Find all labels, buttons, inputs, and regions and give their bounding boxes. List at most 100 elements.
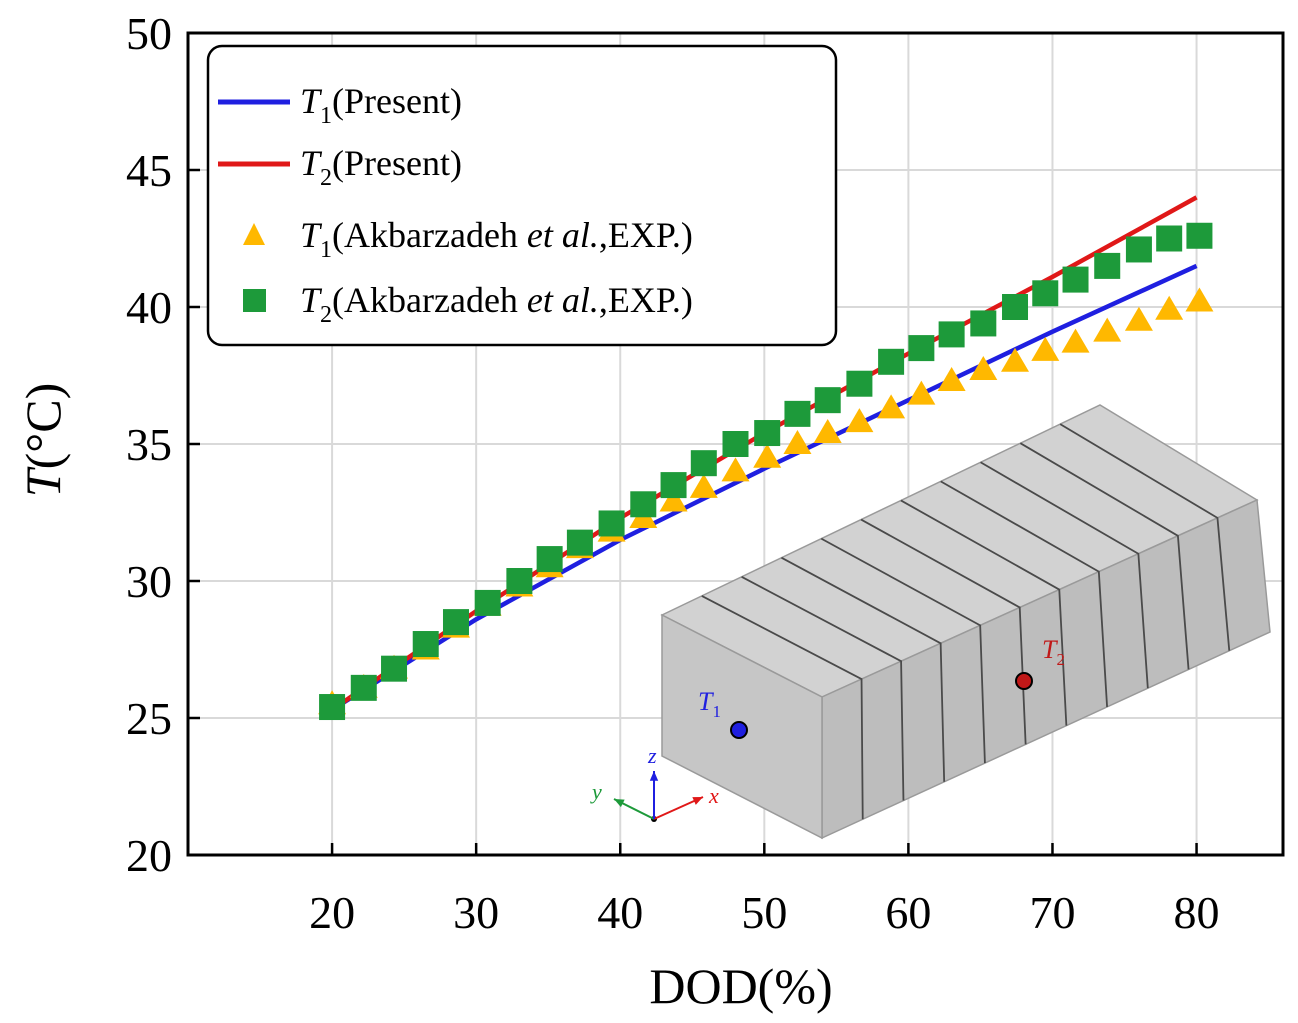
data-point-t1-exp (1185, 287, 1214, 312)
ticks: 20 30 40 50 60 70 80 20 25 30 35 40 45 50 (126, 8, 1220, 938)
data-point-t2-exp (566, 529, 593, 556)
data-point-t1-exp (1093, 317, 1122, 342)
legend-label-t1-exp: T1(Akbarzadeh et al.,EXP.) (300, 215, 693, 263)
data-point-t1-exp (845, 408, 874, 433)
data-point-t1-exp (689, 473, 718, 498)
y-axis-title-unit: (°C) (15, 383, 71, 470)
triad-label-x: x (708, 783, 719, 808)
triad-arrowhead-z (649, 771, 659, 781)
series-line-1 (330, 263, 1198, 712)
cell-divider (820, 537, 986, 764)
probe-point-t2 (1015, 672, 1033, 690)
y-tick-label: 20 (126, 830, 172, 881)
data-point-t1-exp (1031, 336, 1060, 361)
data-point-t2-exp (506, 568, 533, 594)
x-tick-label: 50 (741, 887, 787, 938)
cell-divider (940, 480, 1108, 707)
data-point-t1-exp (753, 443, 782, 468)
data-point-t2-exp (412, 631, 439, 658)
x-tick-label: 70 (1029, 887, 1075, 938)
cell-divider (900, 499, 1068, 726)
triad-arrowhead-x (692, 797, 703, 805)
series (318, 195, 1214, 721)
cell-divider (701, 595, 864, 820)
legend-swatch-t1-exp (243, 223, 265, 245)
data-point-t2-exp (938, 321, 965, 348)
x-tick-label: 30 (453, 887, 499, 938)
legend: T1(Present) T2(Present) T1(Akbarzadeh et… (206, 44, 838, 347)
data-point-t1-exp (877, 394, 906, 419)
x-tick-label: 80 (1174, 887, 1220, 938)
data-point-t2-exp (754, 420, 781, 447)
y-tick-label: 45 (126, 145, 172, 196)
y-tick-label: 25 (126, 693, 172, 744)
data-point-t1-exp (1155, 295, 1184, 320)
data-point-t1-exp (783, 430, 812, 454)
data-point-t2-exp (319, 694, 346, 721)
legend-swatch-t2-exp (243, 289, 266, 312)
legend-entry-t1-present: T1(Present) (218, 81, 462, 129)
data-point-t2-exp (1032, 280, 1059, 307)
y-tick-label: 40 (126, 282, 172, 333)
y-tick-label: 50 (126, 8, 172, 59)
data-point-t2-exp (784, 400, 811, 427)
data-point-t1-exp (813, 419, 842, 444)
data-point-t2-exp (1094, 252, 1121, 279)
probe-label-t2: T2 (1042, 635, 1065, 669)
x-tick-label: 60 (885, 887, 931, 938)
y-tick-label: 30 (126, 556, 172, 607)
data-point-t2-exp (536, 546, 563, 573)
data-point-t2-exp (630, 491, 657, 518)
data-point-t1-exp (659, 487, 688, 512)
data-point-t2-exp (722, 431, 749, 457)
data-point-t2-exp (598, 510, 625, 537)
data-point-t2-exp (1186, 222, 1213, 249)
data-point-t1-exp (907, 380, 936, 405)
data-point-t2-exp (442, 609, 469, 636)
data-point-t2-exp (381, 655, 408, 682)
legend-entry-t2-exp: T2(Akbarzadeh et al.,EXP.) (243, 280, 693, 328)
data-point-t2-exp (878, 348, 905, 375)
data-point-t1-exp (1124, 306, 1153, 331)
data-point-t2-exp (908, 335, 935, 362)
y-axis-title: T(°C) (15, 383, 71, 497)
data-point-t1-exp (1061, 328, 1090, 353)
legend-label-t1-present: T1(Present) (300, 81, 462, 129)
data-point-t2-exp (474, 589, 501, 616)
data-point-t1-exp (1001, 347, 1030, 372)
data-point-t2-exp (690, 450, 717, 477)
cell-divider (781, 556, 946, 782)
data-point-t2-exp (814, 387, 841, 414)
cell-divider (860, 518, 1027, 745)
y-tick-label: 35 (126, 419, 172, 470)
data-point-t2-exp (846, 370, 873, 397)
data-point-t2-exp (1062, 266, 1089, 293)
legend-label-t2-present: T2(Present) (300, 143, 462, 191)
triad-arrowhead-y (614, 799, 625, 808)
data-point-t2-exp (350, 674, 377, 701)
data-point-t1-exp (969, 356, 998, 381)
y-axis-title-symbol: T (15, 466, 71, 497)
data-point-t2-exp (660, 472, 687, 499)
cell-divider (980, 461, 1149, 689)
x-tick-label: 40 (597, 887, 643, 938)
x-tick-label: 20 (309, 887, 355, 938)
triad-label-z: z (647, 743, 657, 768)
legend-box (206, 44, 838, 347)
data-point-t2-exp (1002, 294, 1029, 320)
cell-divider (741, 576, 905, 801)
x-axis-title: DOD(%) (649, 958, 832, 1014)
data-point-t1-exp (721, 457, 750, 482)
battery-module-inset: T1 T2 x y z (590, 404, 1271, 840)
legend-label-t2-exp: T2(Akbarzadeh et al.,EXP.) (300, 280, 693, 328)
legend-entry-t1-exp: T1(Akbarzadeh et al.,EXP.) (243, 215, 693, 263)
data-point-t2-exp (970, 310, 997, 337)
data-point-t2-exp (1125, 236, 1152, 263)
data-point-t2-exp (1156, 225, 1183, 252)
cell-divider (1019, 442, 1190, 670)
cell-divider (1059, 423, 1231, 651)
data-point-t1-exp (937, 366, 966, 391)
legend-entry-t2-present: T2(Present) (218, 143, 462, 191)
probe-label-t1: T1 (698, 687, 721, 721)
